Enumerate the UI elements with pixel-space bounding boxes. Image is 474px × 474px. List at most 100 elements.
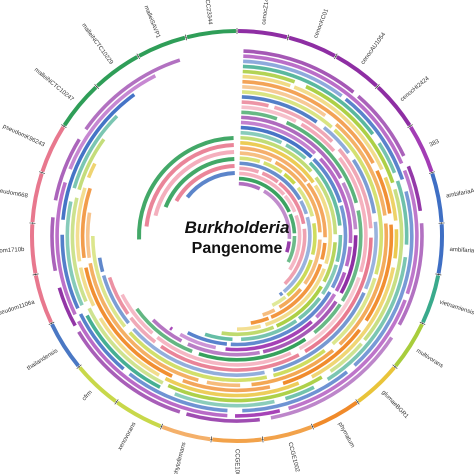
strain-segment-15 xyxy=(78,366,117,403)
ring-8-arc-4 xyxy=(128,331,268,382)
ring-17-arc-1 xyxy=(314,176,338,235)
ring-12-arc-1 xyxy=(285,120,359,204)
strain-segment-7 xyxy=(421,275,441,324)
strain-tick-21 xyxy=(61,124,67,129)
strain-tick-8 xyxy=(419,321,426,325)
strain-segment-9 xyxy=(357,366,396,403)
strain-segment-11 xyxy=(263,425,313,442)
ring-14-arc-2 xyxy=(344,246,352,267)
ring-11-arc-3 xyxy=(298,276,361,351)
outer-strain-track xyxy=(29,28,445,443)
ring-6-arc-5 xyxy=(84,267,173,378)
ring-8-arc-3 xyxy=(273,349,326,378)
strain-tick-22 xyxy=(94,84,99,89)
ring-10-arc-5 xyxy=(129,316,157,344)
strain-tick-9 xyxy=(392,364,398,369)
ring-8-arc-1 xyxy=(333,128,383,275)
ring-15-arc-1 xyxy=(312,157,342,203)
ring-3-arc-2 xyxy=(395,180,409,245)
ring-9-arc-5 xyxy=(132,327,265,377)
strain-segment-0 xyxy=(238,29,288,40)
ring-12-arc-4 xyxy=(198,337,307,362)
strain-label-14: xenovorans xyxy=(117,421,137,451)
strain-label-18: pseudom1710b xyxy=(0,247,25,256)
ring-7-arc-2 xyxy=(338,223,389,346)
strain-segment-20 xyxy=(40,125,66,173)
ring-0-arc-7 xyxy=(57,287,77,327)
ring-24-arc-2 xyxy=(288,214,302,271)
ring-7-arc-3 xyxy=(251,348,335,387)
ring-0-arc-5 xyxy=(185,412,260,423)
ring-13-arc-0 xyxy=(241,115,343,180)
ring-15-arc-3 xyxy=(230,291,332,347)
ring-11-arc-4 xyxy=(156,335,292,367)
inner-ring-1 xyxy=(144,143,234,227)
ring-14-arc-1 xyxy=(318,157,353,244)
ring-9-arc-0 xyxy=(241,95,318,124)
ring-2-arc-4 xyxy=(128,372,228,413)
ring-13-arc-3 xyxy=(262,300,338,354)
ring-1-arc-2 xyxy=(288,299,407,411)
ring-2-arc-3 xyxy=(242,370,349,413)
strain-label-20: pseudomK96243 xyxy=(2,124,46,149)
strain-label-16: thailandensis xyxy=(26,348,59,372)
strain-label-3: cenocHI2424 xyxy=(400,75,432,103)
ring-23-arc-1 xyxy=(261,171,279,184)
ring-7-arc-5 xyxy=(88,262,199,382)
ring-11-arc-5 xyxy=(120,293,154,335)
ring-18-arc-0 xyxy=(240,141,315,184)
strain-tick-5 xyxy=(429,171,435,174)
strain-tick-3 xyxy=(375,84,380,89)
ring-15-arc-2 xyxy=(330,205,348,289)
ring-6-arc-3 xyxy=(282,328,362,386)
ring-8-arc-5 xyxy=(91,235,127,328)
ring-15-arc-4 xyxy=(186,331,228,346)
ring-20-arc-3 xyxy=(278,288,303,309)
ring-3-arc-1 xyxy=(377,142,397,174)
strain-segment-1 xyxy=(288,35,336,58)
strain-segment-18 xyxy=(30,224,38,274)
ring-0-arc-8 xyxy=(50,217,58,272)
strain-tick-15 xyxy=(114,399,119,405)
strain-label-10: phymatum xyxy=(336,421,355,448)
strain-label-15: cfrm xyxy=(81,390,93,403)
strain-label-12: CCGE1003 xyxy=(233,449,239,474)
ring-21-arc-4 xyxy=(310,223,317,256)
ring-7-arc-6 xyxy=(85,212,92,259)
ring-14-arc-4 xyxy=(315,293,337,319)
ring-21-arc-1 xyxy=(263,161,283,174)
strain-tick-13 xyxy=(210,436,213,443)
inner-ring-3 xyxy=(163,157,235,208)
ring-3-arc-3 xyxy=(326,256,408,381)
inner-ring-5 xyxy=(185,171,235,199)
strain-tick-11 xyxy=(311,423,314,430)
strain-label-19: pseudom668 xyxy=(0,187,29,200)
ring-26-arc-0 xyxy=(238,181,261,191)
ring-25-arc-0 xyxy=(238,176,291,213)
strain-segment-16 xyxy=(50,323,80,368)
ring-5-arc-9 xyxy=(86,162,97,179)
ring-14-arc-7 xyxy=(169,326,174,331)
ring-14-arc-6 xyxy=(179,332,217,350)
strain-label-24: malleiATCC23344 xyxy=(201,0,213,26)
ring-21-arc-0 xyxy=(239,156,261,164)
ring-11-arc-2 xyxy=(338,156,368,273)
ring-9-arc-1 xyxy=(322,126,351,155)
ring-5-arc-7 xyxy=(78,267,96,307)
ring-19-arc-3 xyxy=(270,263,323,319)
ring-23-arc-2 xyxy=(278,181,306,225)
ring-19-arc-0 xyxy=(240,146,308,183)
ring-5-arc-8 xyxy=(75,187,87,262)
strain-segment-13 xyxy=(161,425,211,442)
strain-segment-6 xyxy=(436,224,444,274)
ring-5-arc-3 xyxy=(393,229,399,259)
ring-1-arc-4 xyxy=(77,320,228,418)
strain-segment-17 xyxy=(33,275,53,324)
strain-label-11: CCGE1002 xyxy=(287,442,301,474)
ring-21-arc-2 xyxy=(283,172,296,185)
center-disc xyxy=(189,188,285,284)
strain-tick-4 xyxy=(407,124,413,129)
ring-20-arc-0 xyxy=(239,151,273,163)
ring-0-arc-0 xyxy=(243,49,355,94)
ring-7-arc-4 xyxy=(206,380,241,388)
